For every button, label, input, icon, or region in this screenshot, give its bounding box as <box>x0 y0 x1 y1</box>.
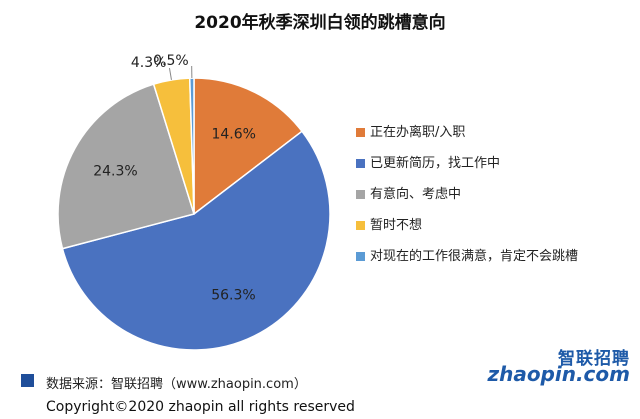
source-marker <box>21 374 34 387</box>
legend-label-1: 已更新简历，找工作中 <box>370 156 501 171</box>
leader-line-3 <box>168 67 172 80</box>
legend-label-0: 正在办离职/入职 <box>370 125 466 140</box>
pie-slice-2 <box>57 83 195 250</box>
pie-slice-0 <box>193 77 304 216</box>
legend-swatch-4 <box>356 252 365 261</box>
logo-en: zhaopin.com <box>487 362 630 386</box>
data-label-2: 24.3% <box>93 164 137 180</box>
legend-swatch-2 <box>356 190 365 199</box>
logo-cn: 智联招聘 <box>558 349 630 369</box>
data-label-0: 14.6% <box>211 127 255 143</box>
data-source: 数据来源：智联招聘（www.zhaopin.com） <box>46 377 307 392</box>
copyright: Copyright©2020 zhaopin all rights reserv… <box>46 399 355 415</box>
zhaopin-logo: 智联招聘 zhaopin.com <box>487 344 630 386</box>
legend-label-4: 对现在的工作很满意，肯定不会跳槽 <box>370 249 579 264</box>
chart-title: 2020年秋季深圳白领的跳槽意向 <box>194 13 446 33</box>
legend-label-2: 有意向、考虑中 <box>370 187 462 202</box>
pie-slice-1 <box>61 130 331 351</box>
legend-swatch-0 <box>356 128 365 137</box>
data-label-4: 0.5% <box>153 53 189 69</box>
legend-swatch-3 <box>356 221 365 230</box>
data-label-1: 56.3% <box>211 288 255 304</box>
legend-label-3: 暂时不想 <box>370 218 423 233</box>
legend-swatch-1 <box>356 159 365 168</box>
data-label-3: 4.3% <box>131 55 167 71</box>
